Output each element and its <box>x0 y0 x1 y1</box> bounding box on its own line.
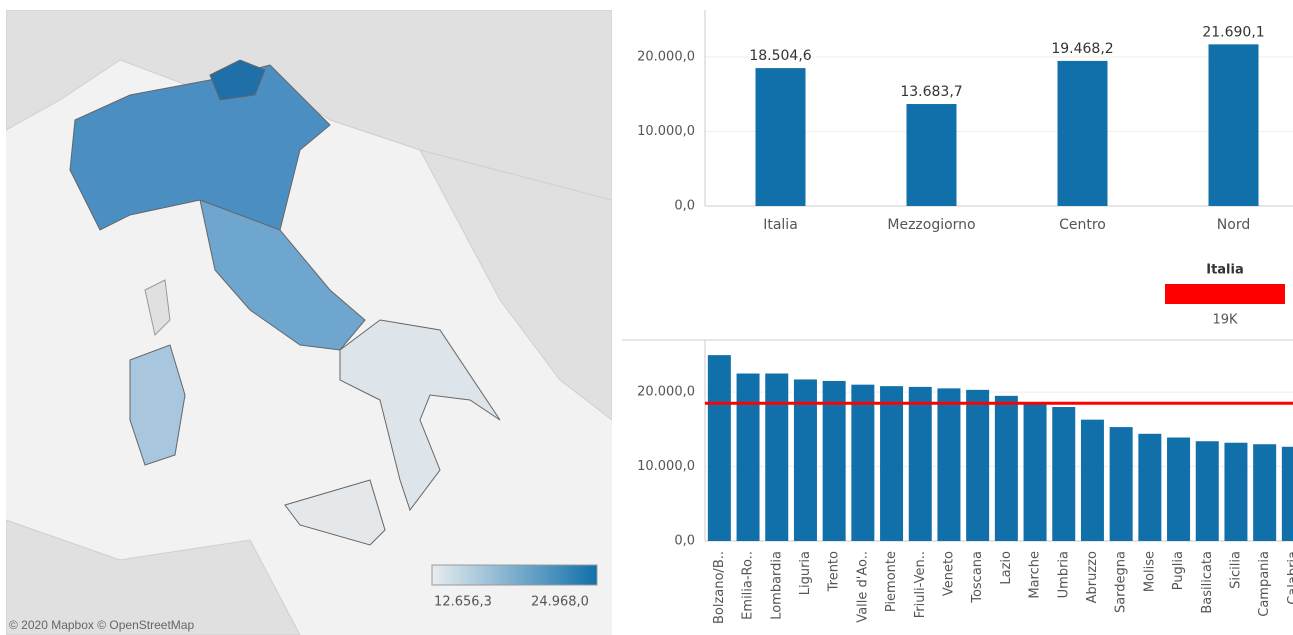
legend-max-label: 24.968,0 <box>531 595 589 610</box>
bar <box>1253 444 1277 541</box>
bar <box>908 386 932 541</box>
bar <box>1138 433 1162 541</box>
x-tick-label: Centro <box>1059 217 1106 233</box>
bar <box>1195 441 1219 541</box>
bar <box>851 384 875 541</box>
x-tick-label: Friuli-Ven.. <box>913 551 928 618</box>
x-tick-label: Toscana <box>970 551 985 604</box>
reference-legend-title: Italia <box>1206 263 1244 278</box>
x-tick-label: Italia <box>763 217 798 233</box>
map-land <box>6 10 612 301</box>
x-tick-label: Calabria <box>1286 551 1293 605</box>
y-tick-label: 10.000,0 <box>637 459 695 474</box>
bar <box>1057 60 1108 207</box>
map-land <box>419 149 612 421</box>
bar <box>1023 402 1047 541</box>
x-tick-label: Sardegna <box>1114 551 1129 613</box>
x-tick-label: Sicilia <box>1228 551 1243 589</box>
map <box>6 10 612 635</box>
x-tick-label: Mezzogiorno <box>887 217 975 233</box>
x-tick-label: Puglia <box>1171 551 1186 590</box>
y-tick-label: 10.000,0 <box>637 124 695 139</box>
x-tick-label: Nord <box>1217 217 1250 233</box>
map-region-sicilia <box>284 479 386 546</box>
x-tick-label: Piemonte <box>884 551 899 612</box>
x-tick-label: Abruzzo <box>1085 551 1100 603</box>
bar <box>1167 437 1191 541</box>
bar <box>1208 44 1259 206</box>
map-region-sardegna <box>129 344 186 466</box>
bar <box>755 68 806 206</box>
bar <box>1080 419 1104 541</box>
reference-legend-swatch <box>1165 284 1285 304</box>
x-tick-label: Lazio <box>999 551 1014 585</box>
map-land <box>144 279 171 336</box>
y-tick-label: 20.000,0 <box>637 385 695 400</box>
x-tick-label: Bolzano/B.. <box>712 551 727 624</box>
x-tick-label: Basilicata <box>1200 551 1215 614</box>
map-region-bolzano <box>209 59 266 101</box>
x-tick-label: Campania <box>1257 551 1272 617</box>
x-tick-label: Marche <box>1028 551 1043 599</box>
x-tick-label: Trento <box>827 551 842 592</box>
color-legend <box>431 564 598 586</box>
x-tick-label: Emilia-Ro.. <box>741 551 756 620</box>
bar <box>736 373 760 541</box>
bar <box>707 355 731 541</box>
bar <box>1052 407 1076 541</box>
data-label: 21.690,1 <box>1202 24 1264 40</box>
bar <box>994 395 1018 541</box>
bar <box>880 386 904 541</box>
y-tick-label: 20.000,0 <box>637 49 695 64</box>
data-label: 18.504,6 <box>749 48 811 64</box>
bar <box>1281 446 1293 541</box>
map-land <box>6 519 301 635</box>
bar <box>822 380 846 541</box>
reference-legend-value: 19K <box>1212 313 1238 328</box>
bar <box>1109 427 1133 541</box>
map-region-south <box>339 319 501 512</box>
bar <box>793 379 817 541</box>
bar <box>937 388 961 541</box>
x-tick-label: Veneto <box>941 551 956 596</box>
x-tick-label: Molise <box>1142 551 1157 592</box>
x-tick-label: Liguria <box>798 551 813 595</box>
data-label: 19.468,2 <box>1051 41 1113 57</box>
x-tick-label: Umbria <box>1056 551 1071 598</box>
y-tick-label: 0,0 <box>674 199 695 214</box>
x-tick-label: Lombardia <box>769 551 784 620</box>
bar <box>906 104 957 206</box>
legend-min-label: 12.656,3 <box>434 595 492 610</box>
bar <box>1224 442 1248 541</box>
data-label: 13.683,7 <box>900 84 962 100</box>
map-region-north <box>69 64 331 231</box>
y-tick-label: 0,0 <box>674 534 695 549</box>
bar <box>765 373 789 541</box>
bar <box>966 389 990 541</box>
map-attribution: © 2020 Mapbox © OpenStreetMap <box>9 618 194 632</box>
x-tick-label: Valle d'Ao.. <box>855 551 870 623</box>
